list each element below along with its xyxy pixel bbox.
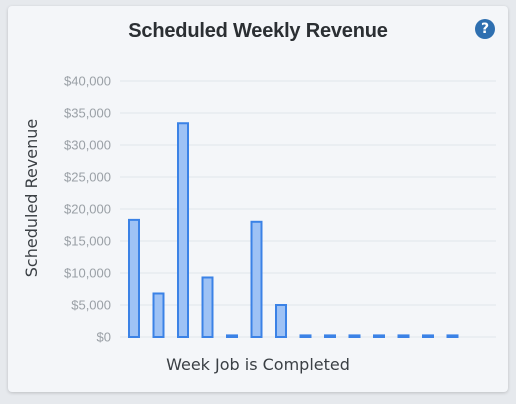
bars: [128, 122, 459, 339]
y-tick-label: $20,000: [64, 202, 111, 217]
chart-card: Scheduled Weekly Revenue ? $0 $5,000 $10,0…: [8, 6, 508, 392]
y-tick-label: $5,000: [71, 298, 111, 313]
bar[interactable]: [128, 218, 140, 339]
bar[interactable]: [324, 334, 336, 338]
bar[interactable]: [299, 334, 312, 338]
y-axis-ticks: $0 $5,000 $10,000 $15,000 $20,000 $25,000 $30,…: [64, 74, 111, 345]
gridlines: [120, 80, 496, 338]
chart-title: Scheduled Weekly Revenue: [128, 20, 388, 42]
y-tick-label: $30,000: [64, 138, 111, 153]
y-axis-label: Scheduled Revenue: [22, 119, 41, 277]
bar[interactable]: [446, 334, 459, 338]
bar[interactable]: [226, 334, 238, 338]
bar[interactable]: [152, 292, 165, 339]
y-tick-label: $10,000: [64, 266, 111, 281]
bar[interactable]: [275, 304, 287, 338]
bar[interactable]: [201, 276, 214, 339]
bar[interactable]: [373, 334, 385, 338]
y-tick-label: $25,000: [64, 170, 111, 185]
bar[interactable]: [397, 334, 410, 338]
bar[interactable]: [177, 122, 189, 338]
bar[interactable]: [422, 334, 434, 338]
y-tick-label: $35,000: [64, 106, 111, 121]
y-tick-label: $15,000: [64, 234, 111, 249]
bar[interactable]: [250, 220, 263, 338]
y-tick-label: $0: [97, 330, 111, 345]
bar[interactable]: [348, 334, 361, 338]
y-tick-label: $40,000: [64, 74, 111, 89]
bar-chart: $0 $5,000 $10,000 $15,000 $20,000 $25,000 $30,…: [22, 74, 496, 374]
question-circle-icon[interactable]: ?: [475, 19, 495, 39]
x-axis-label: Week Job is Completed: [166, 355, 350, 374]
